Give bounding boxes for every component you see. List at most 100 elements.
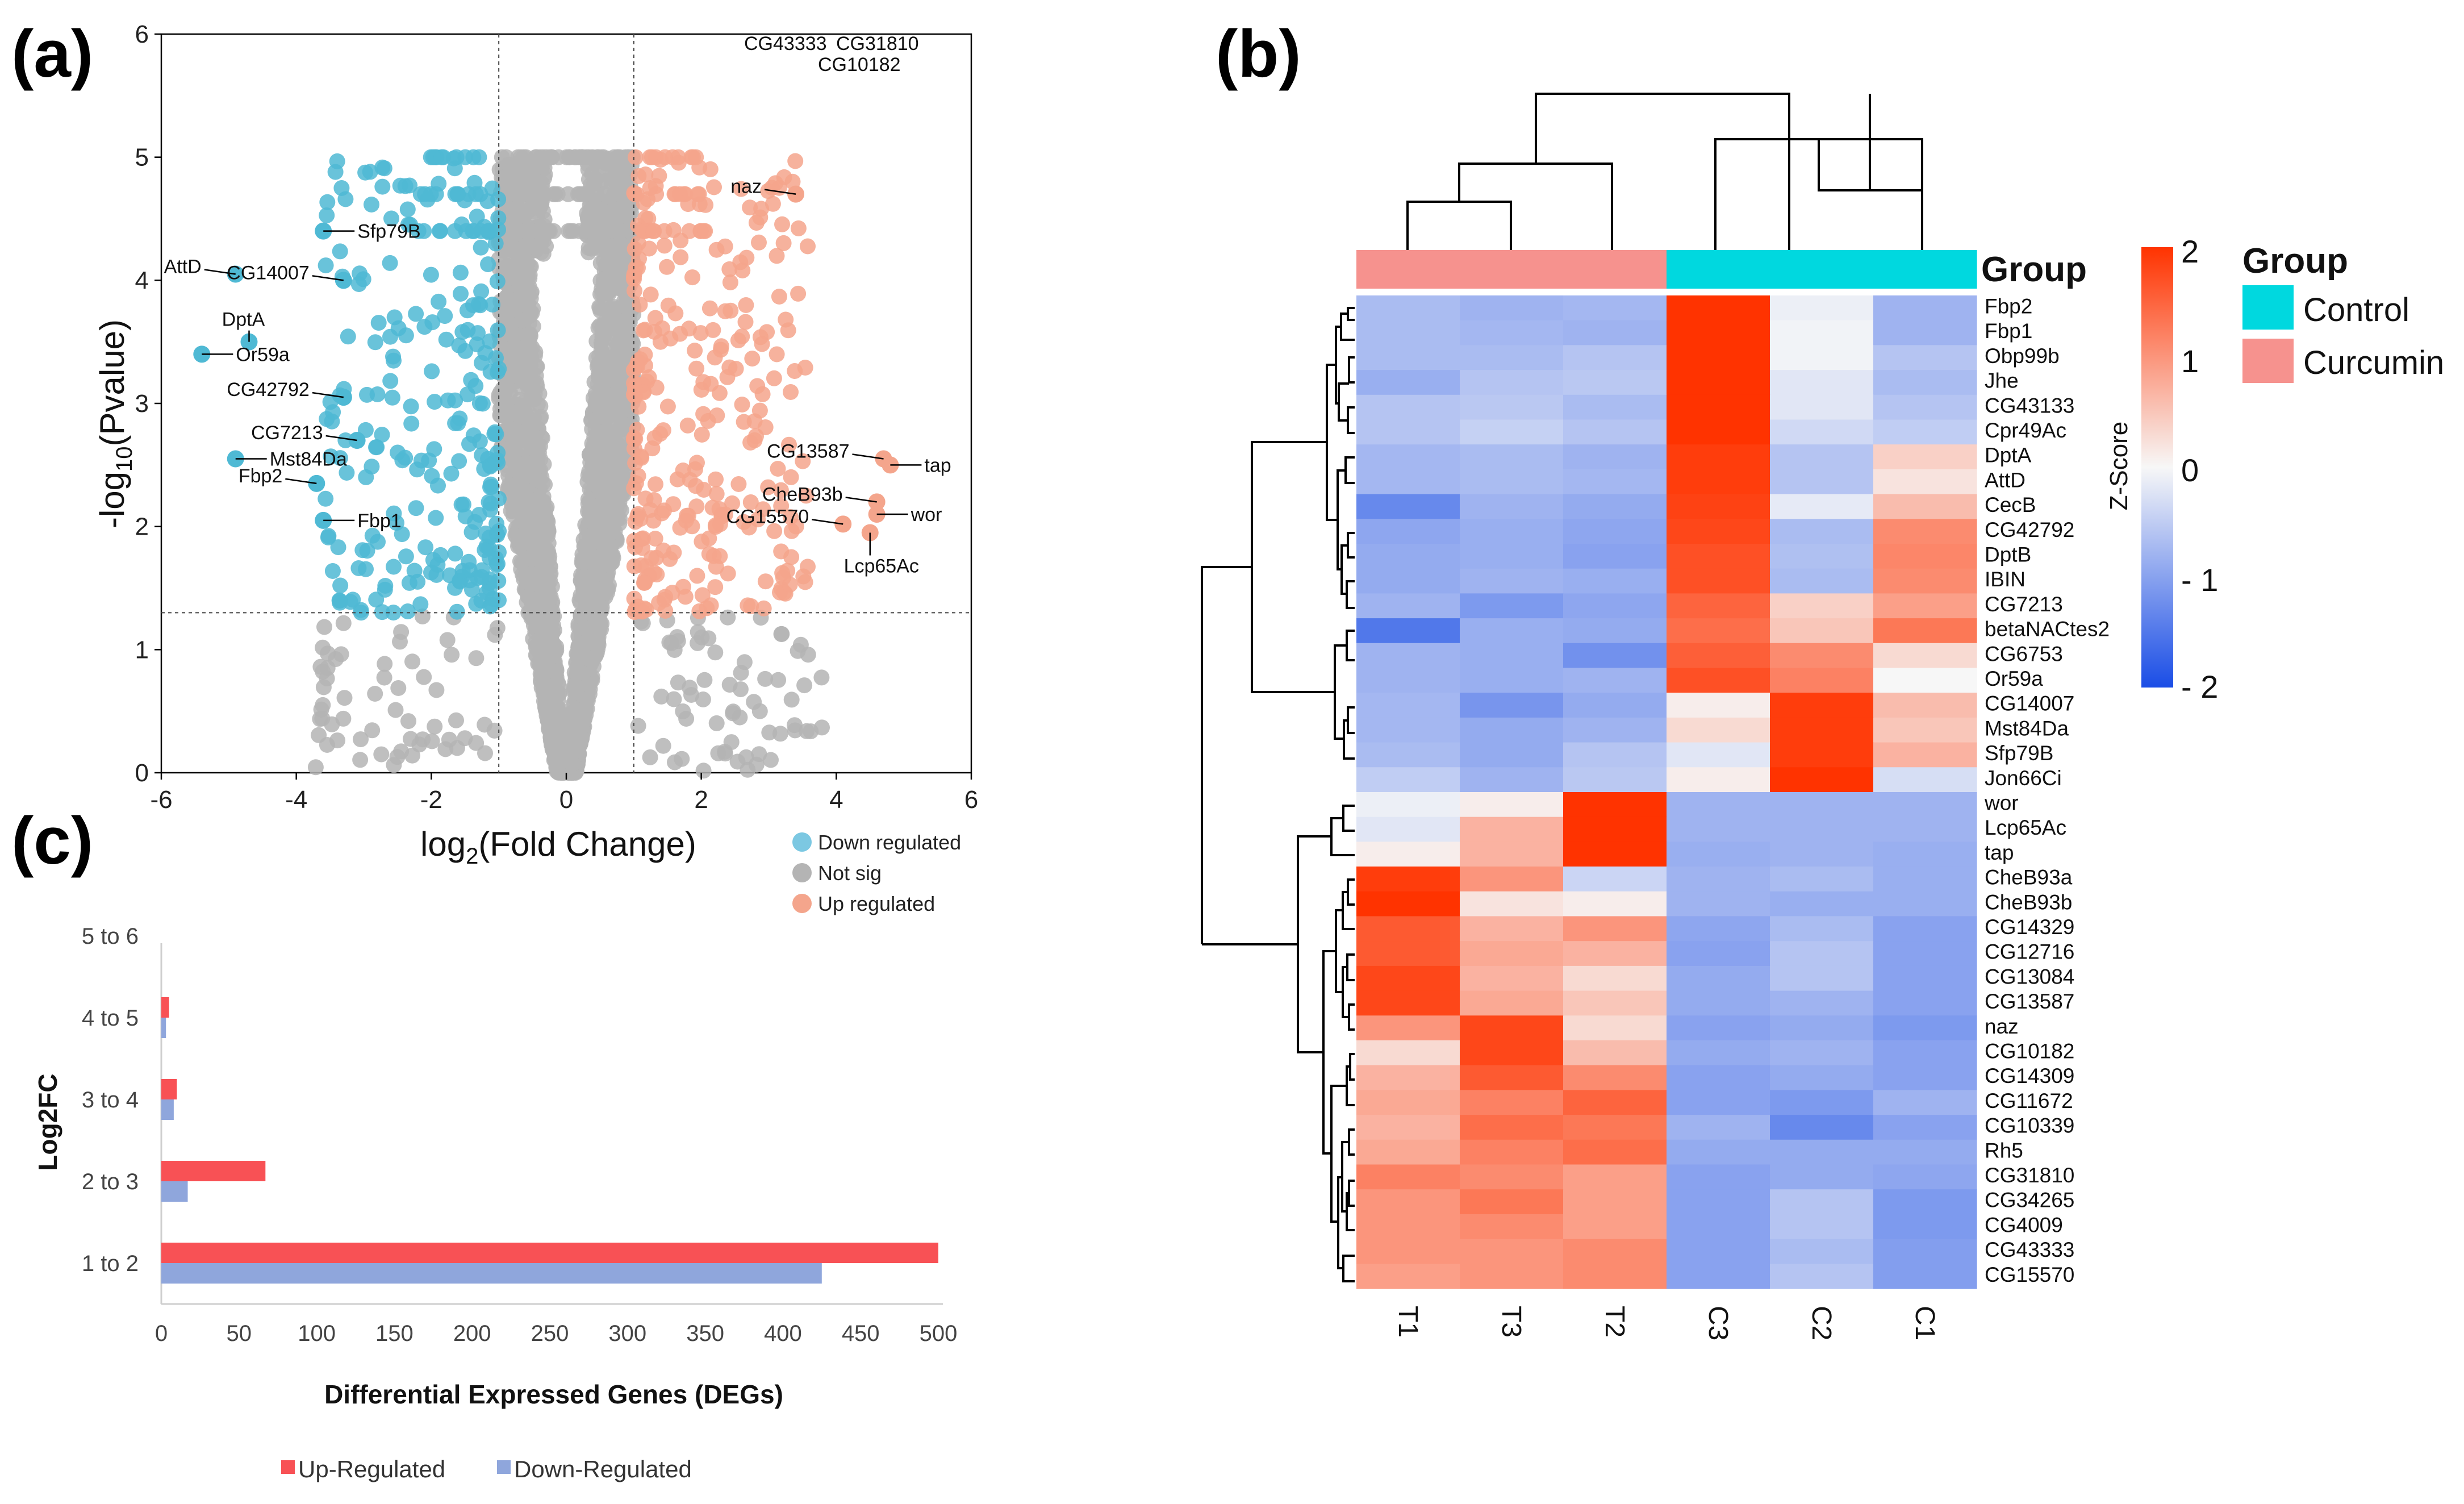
ns-point <box>594 281 610 298</box>
down-point <box>484 180 500 197</box>
heatmap-cell <box>1667 394 1770 420</box>
column-label-C3: C3 <box>1703 1306 1733 1340</box>
down-point <box>457 508 474 524</box>
ns-point <box>521 186 537 202</box>
up-point <box>701 546 717 562</box>
ns-point <box>601 393 617 409</box>
heatmap-cell <box>1667 1264 1770 1289</box>
y-tick-label: 3 <box>135 390 149 418</box>
heatmap-cell <box>1667 444 1770 470</box>
row-label-CG11672: CG11672 <box>1985 1089 2073 1113</box>
up-point <box>648 186 665 202</box>
heatmap-cell <box>1563 345 1667 370</box>
heatmap-cell <box>1460 693 1564 718</box>
row-label-naz: naz <box>1985 1015 2019 1038</box>
heatmap-cell <box>1460 916 1564 941</box>
heatmap-cell <box>1770 370 1874 395</box>
label-leader-CG7213 <box>325 435 357 441</box>
up-point <box>656 238 673 254</box>
heatmap-cell <box>1356 1090 1460 1115</box>
heatmap-cell <box>1460 444 1564 470</box>
heatmap-cell <box>1356 519 1460 544</box>
down-point <box>474 447 490 464</box>
heatmap-cell <box>1873 792 1977 818</box>
ns-point <box>448 712 464 728</box>
row-label-CG31810: CG31810 <box>1985 1164 2074 1187</box>
heatmap-cell <box>1770 643 1874 669</box>
ns-point <box>661 634 678 651</box>
heatmap-cell <box>1873 717 1977 743</box>
x-tick-label: -6 <box>150 786 172 814</box>
down-point <box>437 308 453 324</box>
ns-point <box>387 702 404 718</box>
heatmap-cell <box>1770 841 1874 867</box>
ns-point <box>521 223 537 239</box>
heatmap-cell <box>1873 693 1977 718</box>
label-leader-naz <box>764 189 796 195</box>
up-point <box>637 347 653 363</box>
ns-point <box>592 514 609 530</box>
heatmap-cell <box>1356 1040 1460 1066</box>
heatmap-cell <box>1356 866 1460 892</box>
bar-x-tick: 200 <box>453 1321 491 1346</box>
down-point <box>455 496 471 513</box>
gene-label-wor: wor <box>911 504 942 526</box>
up-point <box>656 223 673 239</box>
heatmap-cell <box>1770 717 1874 743</box>
up-point <box>672 326 688 342</box>
ns-point <box>813 669 830 686</box>
heatmap-cell <box>1563 370 1667 395</box>
heatmap-cell <box>1563 767 1667 793</box>
group-cell-curcumin <box>1563 250 1667 289</box>
ns-point <box>531 200 548 216</box>
up-point <box>738 249 755 266</box>
ns-point <box>690 635 706 651</box>
row-label-CheB93b: CheB93b <box>1985 890 2072 914</box>
up-point <box>748 428 764 444</box>
gene-label-DptA: DptA <box>222 309 265 331</box>
ns-point <box>695 763 712 779</box>
up-point <box>743 598 759 614</box>
heatmap-cell <box>1460 767 1564 793</box>
heatmap-cell <box>1356 494 1460 519</box>
bar-x-tick: 250 <box>531 1321 569 1346</box>
ns-point <box>336 690 353 706</box>
up-point <box>664 585 680 601</box>
ns-point <box>574 149 591 165</box>
heatmap-cell <box>1667 1115 1770 1140</box>
down-point <box>332 243 348 260</box>
down-point <box>447 223 463 239</box>
down-point <box>327 164 344 180</box>
y-title-sub: 10 <box>112 446 137 472</box>
ns-point <box>612 223 629 239</box>
heatmap-cell <box>1356 1115 1460 1140</box>
bar-x-axis-title: Differential Expressed Genes (DEGs) <box>324 1380 783 1409</box>
heatmap-cell <box>1563 841 1667 867</box>
label-leader-Fbp2 <box>285 478 317 485</box>
bar-up-1 <box>161 1161 266 1181</box>
bar-category-4: 5 to 6 <box>82 924 139 949</box>
heatmap-cell <box>1770 990 1874 1016</box>
row-label-AttD: AttD <box>1985 468 2026 491</box>
down-point <box>410 573 426 590</box>
up-point <box>733 181 749 197</box>
ns-point <box>608 311 624 327</box>
ns-point <box>583 240 600 257</box>
gene-label-CG14007: CG14007 <box>227 262 310 284</box>
ns-point <box>333 646 349 663</box>
ns-point <box>666 691 682 707</box>
row-label-Lcp65Ac: Lcp65Ac <box>1985 816 2066 839</box>
ns-point <box>585 390 602 406</box>
down-point <box>409 461 425 478</box>
up-point <box>630 168 647 184</box>
ns-point <box>787 722 803 739</box>
legend-up-label: Up regulated <box>818 892 935 915</box>
down-point <box>423 564 439 581</box>
up-point <box>648 549 665 566</box>
ns-point <box>729 753 746 770</box>
heatmap-cell <box>1460 593 1564 619</box>
ns-point <box>604 170 621 187</box>
heatmap-cell <box>1667 1164 1770 1190</box>
ns-point <box>604 547 621 563</box>
heatmap-cell <box>1460 544 1564 569</box>
